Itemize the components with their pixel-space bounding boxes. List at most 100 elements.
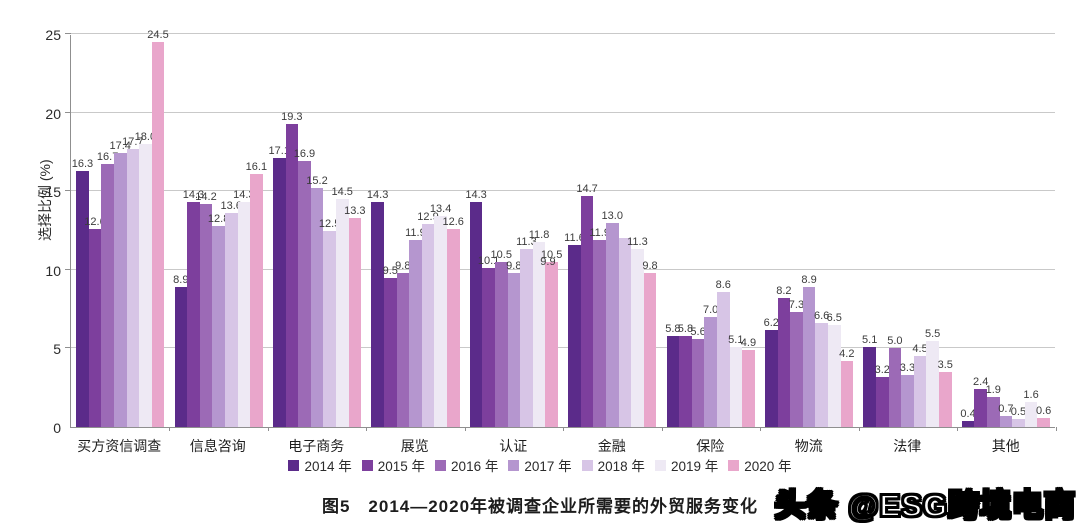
legend-swatch [435, 459, 447, 471]
bar: 14.5 [331, 186, 353, 427]
bar: 6.5 [827, 312, 842, 427]
legend-item-2014: 2014 年 [288, 455, 352, 475]
bar-value-label: 2.4 [973, 376, 989, 389]
bar-value-label: 19.3 [281, 110, 303, 123]
bar-group-2: 8.9 14.3 14.2 12.8 13.6 14.3 16.1 [169, 35, 267, 427]
bar: 14.2 [195, 191, 217, 427]
legend-item-2015: 2015 年 [361, 455, 425, 475]
bar-value-label: 8.6 [715, 278, 731, 291]
bar: 8.9 [801, 274, 817, 427]
legend-label: 2017 年 [524, 459, 572, 474]
bar-value-label: 14.3 [182, 189, 205, 202]
category-label: 物流 [794, 438, 823, 454]
bar [618, 238, 632, 427]
bar: 12.6 [84, 216, 106, 427]
bar-value-label: 5.6 [690, 325, 706, 338]
bar: 1.9 [986, 384, 1001, 427]
bar: 3.2 [875, 364, 890, 427]
legend-label: 2020 年 [744, 459, 792, 474]
y-axis-tick [65, 347, 71, 349]
x-axis-tick [169, 427, 170, 431]
bar: 5.8 [665, 323, 681, 427]
bar: 5.8 [678, 323, 693, 427]
category-label: 认证 [499, 438, 528, 454]
bar-value-label: 14.3 [233, 189, 255, 202]
bar: 16.3 [72, 158, 93, 427]
bar-value-label: 5.0 [887, 335, 903, 348]
bar-value-label: 5.5 [924, 327, 941, 340]
bar-value-label: 6.2 [763, 316, 779, 329]
bar-value-label: 15.2 [306, 175, 328, 188]
bar-value-label: 16.1 [245, 160, 268, 173]
bar-value-label: 10.5 [540, 248, 563, 261]
bar-group-9: 5.1 3.2 5.0 3.3 4.5 5.5 3.5 [858, 35, 956, 427]
bar-value-label: 8.9 [801, 274, 817, 287]
bar: 16.7 [97, 151, 118, 427]
bar-value-label: 0.5 [1010, 406, 1027, 419]
bar: 4.9 [741, 337, 756, 427]
bar: 4.5 [912, 343, 928, 427]
bar-value-label: 7.0 [702, 303, 719, 316]
bar: 11.9 [405, 227, 426, 427]
bar: 17.4 [109, 140, 131, 427]
x-axis-tick [661, 427, 663, 431]
bar: 14.3 [465, 189, 487, 427]
bar: 17.1 [269, 145, 290, 427]
bar: 8.6 [716, 279, 731, 427]
y-tick-label: 15 [45, 184, 61, 201]
bar: 6.2 [764, 317, 779, 427]
y-axis-tick [65, 268, 71, 270]
bar-value-label: 9.8 [506, 259, 522, 272]
category-label: 法律 [893, 438, 922, 454]
category-label: 信息咨询 [189, 438, 246, 454]
bar: 6.6 [814, 310, 829, 427]
bar-value-label: 9.8 [395, 259, 411, 272]
y-tick-label: 10 [45, 262, 61, 279]
bar-value-label: 4.5 [912, 343, 928, 356]
bar-value-label: 14.3 [465, 189, 487, 202]
bar-value-label: 13.4 [429, 203, 452, 216]
legend-swatch [728, 459, 740, 471]
bar: 13.3 [344, 205, 366, 427]
gridline [71, 190, 1055, 192]
legend-label: 2018 年 [597, 459, 645, 474]
bar: 13.4 [430, 203, 451, 427]
bar-value-label: 5.8 [677, 322, 694, 335]
bar-value-label: 13.3 [344, 204, 366, 217]
gridline [71, 33, 1055, 34]
x-axis-tick [267, 427, 269, 431]
bar: 5.6 [690, 326, 706, 427]
bar: 13.0 [602, 210, 623, 427]
bar-value-label: 10.5 [490, 248, 512, 261]
bar-value-label: 0.6 [1035, 404, 1052, 417]
legend-item-2019: 2019 年 [654, 455, 718, 475]
bar: 13.6 [220, 200, 242, 427]
bar-value-label: 14.5 [331, 186, 353, 199]
y-tick-label: 5 [53, 341, 61, 358]
bar-value-label: 7.3 [788, 299, 805, 312]
bar: 11.8 [529, 229, 549, 427]
bar-value-label: 14.2 [195, 190, 217, 203]
bar: 24.5 [147, 29, 169, 427]
bar-value-label: 5.8 [665, 322, 681, 335]
x-axis-tick [957, 427, 958, 431]
x-axis-tick [563, 427, 564, 431]
bar: 7.3 [789, 299, 804, 427]
y-axis-tick [65, 111, 71, 113]
bar-group-1: 16.3 12.6 16.7 17.4 17.7 18.0 24.5 [71, 29, 169, 427]
bar-value-label: 16.7 [96, 151, 119, 164]
bar-group-8: 6.2 8.2 7.3 8.9 6.6 6.5 4.2 [760, 35, 858, 427]
bar: 3.5 [938, 359, 953, 427]
bar-value-label: 3.5 [937, 358, 953, 371]
bar-value-label: 1.9 [985, 384, 1001, 397]
bar-value-label: 12.5 [318, 217, 341, 230]
y-axis-tick [65, 190, 71, 192]
bar: 5.0 [887, 335, 903, 427]
bar: 11.6 [564, 232, 585, 427]
bar-value-label: 12.6 [442, 215, 464, 228]
bar: 0.6 [1036, 405, 1051, 427]
category-label: 保险 [696, 438, 725, 454]
bar-value-label: 6.6 [813, 310, 830, 323]
bar: 0.7 [998, 403, 1014, 427]
